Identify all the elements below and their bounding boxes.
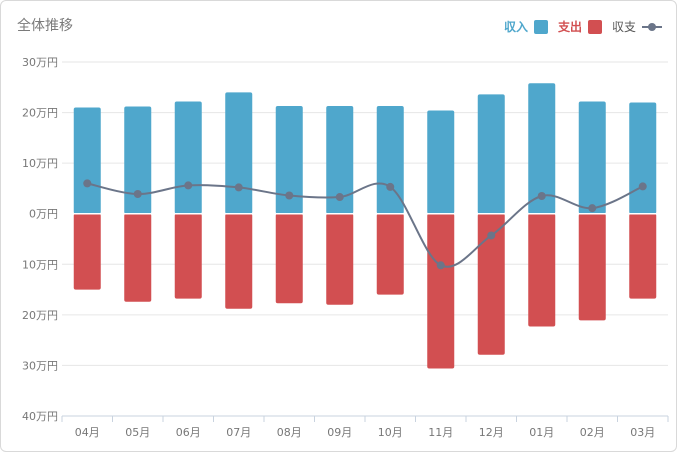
x-tick-label: 07月 — [226, 426, 251, 439]
x-tick-label: 02月 — [580, 426, 605, 439]
income-bar — [225, 92, 253, 214]
balance-point — [285, 191, 294, 200]
income-bar — [124, 106, 152, 214]
expense-bar — [629, 213, 657, 299]
expense-bar — [376, 213, 404, 295]
expense-bar — [477, 213, 505, 355]
y-tick-label: 0万円 — [29, 208, 58, 221]
expense-bar — [578, 213, 606, 321]
income-bar — [528, 83, 556, 214]
x-tick-label: 03月 — [630, 426, 655, 439]
balance-line — [87, 182, 644, 268]
income-bar — [275, 105, 303, 214]
expense-bar — [225, 213, 253, 309]
y-tick-label: 20万円 — [22, 107, 58, 120]
balance-point — [436, 261, 445, 270]
income-bar — [73, 107, 101, 214]
income-bar — [578, 101, 606, 214]
income-bar — [174, 101, 202, 214]
balance-point — [537, 192, 546, 201]
y-tick-label: 10万円 — [22, 258, 58, 271]
legend-income-swatch[interactable] — [533, 19, 548, 34]
x-tick-label: 12月 — [479, 426, 504, 439]
legend-balance-line[interactable] — [642, 22, 662, 32]
legend-income-label[interactable]: 収入 — [503, 20, 528, 34]
balance-point — [83, 179, 92, 188]
expense-bar — [528, 213, 556, 327]
x-tick-label: 11月 — [428, 426, 453, 439]
income-bar — [629, 102, 657, 214]
balance-point — [386, 182, 395, 191]
income-bar — [376, 105, 404, 214]
chart-title: 全体推移 — [17, 18, 73, 34]
legend-expense-label[interactable]: 支出 — [557, 20, 582, 34]
expense-bar — [73, 213, 101, 290]
y-tick-label: 30万円 — [22, 359, 58, 372]
y-tick-label: 40万円 — [22, 410, 58, 423]
y-tick-label: 30万円 — [22, 56, 58, 69]
x-tick-label: 09月 — [327, 426, 352, 439]
expense-bar — [326, 213, 354, 305]
x-tick-label: 01月 — [529, 426, 554, 439]
balance-point — [335, 193, 344, 202]
balance-point — [234, 183, 243, 192]
balance-point — [588, 204, 597, 213]
balance-point — [184, 181, 193, 190]
x-tick-label: 10月 — [378, 426, 403, 439]
x-tick-label: 06月 — [176, 426, 201, 439]
x-tick-label: 04月 — [75, 426, 100, 439]
balance-point — [638, 182, 647, 191]
balance-point — [133, 189, 142, 198]
y-tick-label: 10万円 — [22, 157, 58, 170]
expense-bar — [427, 213, 455, 369]
expense-bar — [174, 213, 202, 299]
income-bar — [427, 110, 455, 214]
x-tick-label: 08月 — [277, 426, 302, 439]
legend: 収入 支出 収支 — [494, 18, 662, 35]
income-bar — [477, 94, 505, 214]
balance-point — [487, 231, 496, 240]
expense-bar — [275, 213, 303, 304]
expense-bar — [124, 213, 152, 302]
x-tick-label: 05月 — [125, 426, 150, 439]
income-bar — [326, 105, 354, 214]
legend-balance-label[interactable]: 収支 — [611, 20, 636, 34]
y-tick-label: 20万円 — [22, 309, 58, 322]
legend-expense-swatch[interactable] — [587, 19, 602, 34]
